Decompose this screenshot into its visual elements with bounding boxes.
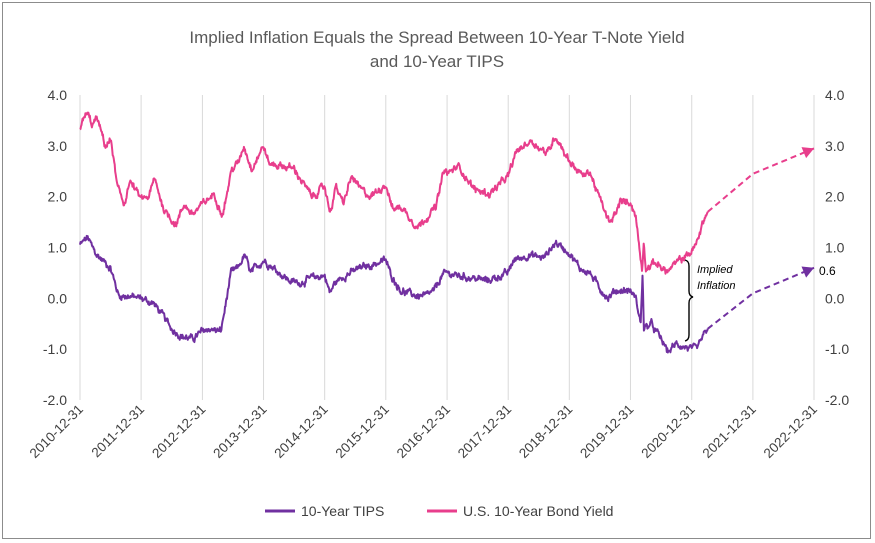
x-tick-label: 2012-12-31 — [149, 402, 208, 461]
y-tick-left: 1.0 — [48, 240, 68, 256]
x-tick-label: 2022-12-31 — [761, 402, 820, 461]
end-value-label: 0.6 — [819, 264, 836, 278]
chart-title-line-1: Implied Inflation Equals the Spread Betw… — [189, 28, 684, 47]
x-axis-ticks: 2010-12-31 2011-12-31 2012-12-31 2013-12-31… — [27, 402, 820, 461]
projection-lines — [707, 147, 815, 330]
x-tick-label: 2014-12-31 — [271, 402, 330, 461]
x-tick-label: 2018-12-31 — [516, 402, 575, 461]
legend-label-tips: 10-Year TIPS — [301, 503, 384, 519]
series-lines — [79, 111, 709, 354]
implied-inflation-annotation: Implied Inflation 0.6 — [684, 259, 836, 342]
implied-inflation-label-line-1: Implied — [697, 264, 733, 276]
projection-line-u-s-10-year-bond-yield — [707, 147, 815, 213]
x-tick-label: 2019-12-31 — [577, 402, 636, 461]
legend: 10-Year TIPS U.S. 10-Year Bond Yield — [265, 503, 613, 519]
chart-svg: Implied Inflation Equals the Spread Betw… — [27, 28, 850, 519]
x-tick-label: 2015-12-31 — [332, 402, 391, 461]
legend-label-bond-yield: U.S. 10-Year Bond Yield — [463, 503, 613, 519]
projection-arrowhead-10-year-tips — [801, 266, 814, 278]
x-tick-label: 2016-12-31 — [394, 402, 453, 461]
x-tick-label: 2020-12-31 — [638, 402, 697, 461]
x-tick-label: 2017-12-31 — [455, 402, 514, 461]
left-y-axis-ticks: 4.0 3.0 2.0 1.0 0.0 -1.0 -2.0 — [43, 87, 67, 408]
chart-title-line-2: and 10-Year TIPS — [370, 52, 504, 71]
y-tick-left: 0.0 — [48, 290, 68, 306]
y-tick-right: 3.0 — [825, 138, 845, 154]
projection-line-10-year-tips — [707, 266, 815, 330]
series-line-10-year-tips — [79, 234, 709, 354]
series-line-u-s-10-year-bond-yield — [79, 111, 709, 275]
x-tick-label: 2011-12-31 — [89, 402, 148, 461]
y-tick-right: 0.0 — [825, 290, 845, 306]
y-tick-left: 4.0 — [48, 87, 68, 103]
y-tick-right: 2.0 — [825, 189, 845, 205]
y-tick-left: -2.0 — [43, 392, 67, 408]
y-tick-right: 1.0 — [825, 240, 845, 256]
y-tick-left: 3.0 — [48, 138, 68, 154]
x-tick-label: 2021-12-31 — [700, 402, 759, 461]
implied-inflation-brace — [684, 259, 694, 342]
y-tick-left: 2.0 — [48, 189, 68, 205]
projection-arrowhead-u-s-10-year-bond-yield — [801, 147, 814, 159]
y-tick-right: -1.0 — [825, 341, 849, 357]
vertical-gridlines — [79, 95, 815, 400]
y-tick-right: -2.0 — [825, 392, 849, 408]
y-tick-left: -1.0 — [43, 341, 67, 357]
x-tick-label: 2013-12-31 — [210, 402, 269, 461]
x-tick-label: 2010-12-31 — [27, 402, 86, 461]
y-tick-right: 4.0 — [825, 87, 845, 103]
implied-inflation-label-line-2: Inflation — [697, 280, 736, 292]
right-y-axis-ticks: 4.0 3.0 2.0 1.0 0.0 -1.0 -2.0 — [825, 87, 849, 408]
